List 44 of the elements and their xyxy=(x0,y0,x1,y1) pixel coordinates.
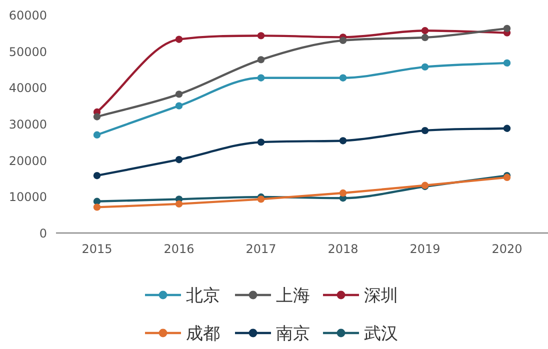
point xyxy=(93,131,101,138)
legend-label: 深圳 xyxy=(364,286,398,306)
point xyxy=(503,59,511,67)
point xyxy=(93,172,101,180)
point xyxy=(339,137,347,144)
legend-label: 成都 xyxy=(186,324,220,344)
y-tick-label: 50000 xyxy=(8,44,47,59)
point xyxy=(93,204,101,211)
legend-label: 南京 xyxy=(276,324,310,344)
point xyxy=(175,200,183,208)
point xyxy=(93,113,101,120)
point xyxy=(421,27,429,34)
x-tick-label: 2018 xyxy=(328,242,358,256)
point xyxy=(503,124,511,132)
x-tick-label: 2019 xyxy=(410,242,440,256)
legend-label: 武汉 xyxy=(364,324,398,344)
point xyxy=(175,36,183,43)
point xyxy=(257,196,265,203)
point xyxy=(257,56,265,64)
point xyxy=(503,24,511,32)
y-tick-label: 30000 xyxy=(8,118,47,132)
y-tick-label: 20000 xyxy=(8,154,47,168)
y-tick-label: 10000 xyxy=(8,190,47,204)
point xyxy=(257,138,265,146)
x-tick-label: 2017 xyxy=(246,242,276,256)
y-tick-label: 60000 xyxy=(8,8,47,22)
point xyxy=(421,126,429,134)
y-tick-label: 40000 xyxy=(8,81,47,96)
point xyxy=(421,34,429,42)
x-tick-label: 2015 xyxy=(82,242,112,256)
point xyxy=(175,90,183,98)
point xyxy=(421,63,429,71)
point xyxy=(339,189,347,197)
y-tick-label: 0 xyxy=(39,226,47,240)
legend-label: 上海 xyxy=(276,286,310,306)
point xyxy=(175,102,183,110)
x-tick-label: 2020 xyxy=(492,242,522,256)
point xyxy=(339,74,347,82)
point xyxy=(257,32,265,40)
x-tick-label: 2016 xyxy=(164,242,194,256)
point xyxy=(257,74,265,82)
legend-label: 北京 xyxy=(186,286,220,306)
point xyxy=(175,156,183,164)
point xyxy=(339,36,347,44)
